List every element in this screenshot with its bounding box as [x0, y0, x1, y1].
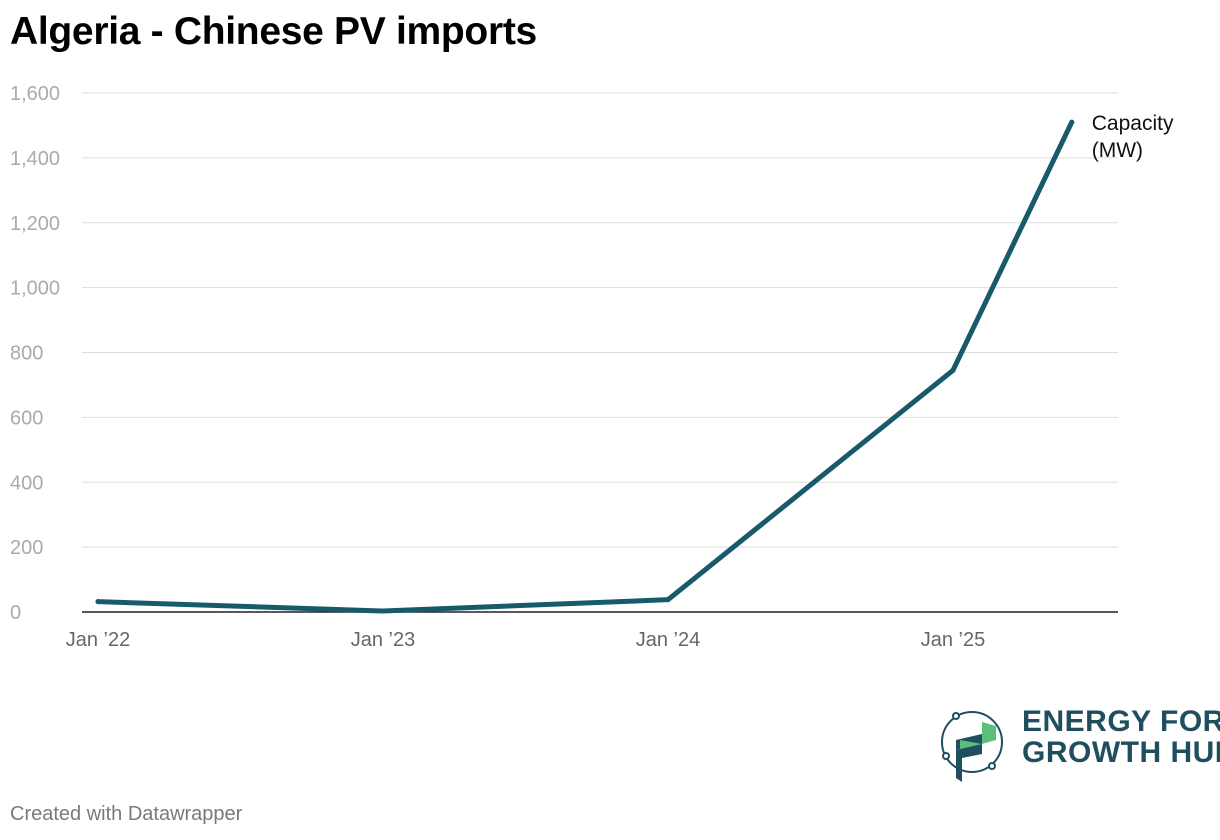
data-point — [1069, 119, 1075, 125]
data-point — [665, 597, 671, 603]
x-tick-label: Jan ’22 — [66, 629, 131, 651]
series-label-line: (MW) — [1092, 139, 1143, 162]
x-tick-label: Jan ’25 — [921, 629, 986, 651]
y-tick-label: 0 — [10, 602, 21, 624]
series-layer: Capacity (MW) — [95, 112, 1174, 614]
y-tick-label: 1,600 — [10, 83, 60, 105]
y-tick-label: 1,400 — [10, 148, 60, 170]
chart-title: Algeria - Chinese PV imports — [10, 10, 537, 53]
x-tick-label: Jan ’24 — [636, 629, 701, 651]
x-tick-label: Jan ’23 — [351, 629, 416, 651]
line-chart: 0 200 400 600 800 1,000 1,200 1,400 1,600 Jan ’2… — [10, 83, 1174, 651]
data-point — [95, 599, 101, 605]
series-label: Capacity (MW) — [1092, 112, 1174, 162]
y-tick-label: 800 — [10, 343, 43, 365]
series-line — [95, 119, 1075, 614]
logo-line-1: ENERGY FOR — [1022, 705, 1220, 738]
y-tick-label: 1,000 — [10, 278, 60, 300]
credit-text: Created with Datawrapper — [10, 803, 243, 825]
y-tick-label: 600 — [10, 407, 43, 429]
energy-for-growth-hub-logo: ENERGY FOR GROWTH HUB — [934, 700, 1220, 784]
x-axis-ticks: Jan ’22 Jan ’23 Jan ’24 Jan ’25 — [66, 629, 986, 651]
y-tick-label: 200 — [10, 537, 43, 559]
logo-mark-icon — [941, 702, 1003, 782]
series-label-line: Capacity — [1092, 112, 1174, 135]
y-tick-label: 400 — [10, 472, 43, 494]
logo-text: ENERGY FOR GROWTH HUB — [1022, 706, 1220, 768]
logo-line-2: GROWTH HUB — [1022, 736, 1220, 769]
y-tick-label: 1,200 — [10, 213, 60, 235]
y-axis-ticks: 0 200 400 600 800 1,000 1,200 1,400 1,600 — [10, 83, 60, 624]
data-point — [950, 367, 956, 373]
data-point — [380, 608, 386, 614]
gridlines — [82, 92, 1118, 613]
